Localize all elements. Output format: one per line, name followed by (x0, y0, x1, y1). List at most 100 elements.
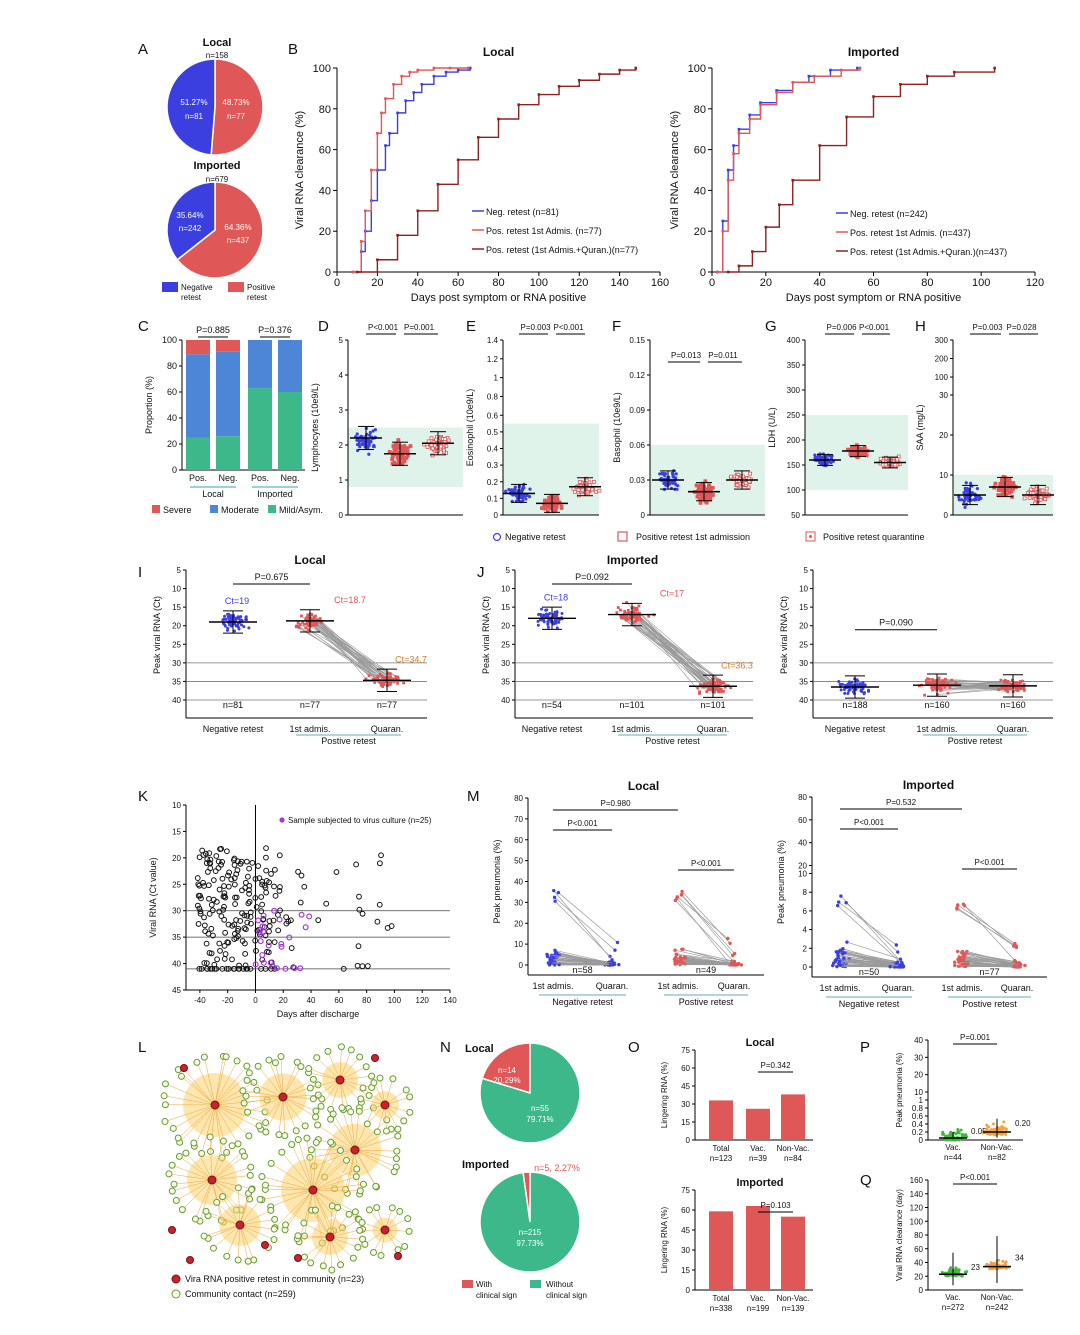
paired-line-M1 (675, 949, 733, 964)
data-point-J1 (638, 612, 641, 615)
tick-label-I: 35 (172, 677, 181, 686)
data-point-k (354, 962, 361, 969)
tick-label-y-k: 10 (172, 801, 181, 810)
data-point-I (235, 616, 239, 620)
data-point-J2 (936, 679, 940, 682)
culture-sample-point-k (291, 965, 298, 972)
tick-label-E: 0.8 (487, 392, 499, 401)
data-point-D (405, 446, 410, 450)
tick-label-G: 50 (791, 511, 800, 520)
chart-title-M2: Imported (903, 778, 954, 792)
culture-sample-point-k (257, 926, 264, 933)
community-contact-node (245, 1132, 253, 1140)
data-point-k (229, 922, 236, 929)
tick-label-x-k: 0 (253, 996, 258, 1005)
community-contact-node (267, 1206, 275, 1214)
data-point-D (402, 444, 407, 448)
panel-label-n: N (440, 1039, 451, 1056)
panel-label-f: F (612, 318, 621, 335)
data-point-J1 (715, 679, 719, 682)
contact-edge (185, 1152, 213, 1181)
chart-title-B2: Imported (848, 45, 899, 59)
data-point-I (388, 677, 392, 680)
pie-a2-n-neg: n=242 (179, 224, 202, 233)
legend-a-pos-swatch (228, 282, 244, 292)
data-point-M2 (835, 903, 840, 908)
data-point-J2 (1021, 679, 1024, 683)
series-point-B1-2 (517, 103, 520, 107)
p-value-G: P=0.006 (826, 323, 857, 332)
tick-label-J1: 30 (501, 659, 510, 668)
community-contact-node (246, 1171, 254, 1179)
tick-label-O2: 60 (681, 1206, 690, 1215)
data-point-k (231, 875, 238, 881)
contact-edge (210, 1104, 216, 1152)
data-point-P (1000, 1127, 1004, 1131)
group-label-c-imported: Imported (257, 489, 293, 499)
data-point-J2 (942, 681, 946, 684)
data-point-D (429, 443, 434, 448)
data-point-k (288, 917, 294, 924)
series-point-B1-1 (351, 270, 355, 274)
series-point-B1-1 (384, 97, 387, 100)
data-point-k (378, 852, 384, 859)
paired-line-J1 (632, 613, 705, 688)
positive-retest-node (350, 1145, 360, 1155)
data-point-k (252, 937, 259, 944)
community-contact-node (349, 1254, 357, 1262)
series-point-B1-2 (577, 78, 581, 82)
n-label-O2: n=139 (782, 1304, 805, 1313)
community-contact-node (402, 1086, 410, 1094)
data-point-J2 (950, 678, 954, 682)
data-point-J2 (1014, 687, 1018, 691)
contact-edge (183, 1068, 216, 1106)
contact-edge (329, 1236, 354, 1259)
tick-label-E: 0 (494, 511, 499, 520)
category-label-M1: 1st admis. (657, 981, 698, 991)
paired-line-I (309, 623, 374, 681)
community-contact-node (281, 1132, 289, 1140)
data-point-J1 (719, 682, 723, 686)
community-contact-node (233, 1057, 241, 1065)
stacked-bar-mildasym (216, 436, 240, 470)
x-label-B1: Days post symptom or RNA positive (411, 292, 586, 304)
pie-n1-label-with: n=14 (498, 1066, 517, 1075)
category-label-O1: Non-Vac. (777, 1144, 810, 1153)
data-point-I (396, 677, 400, 680)
tick-label-O1: 75 (681, 1046, 690, 1055)
data-point-k (263, 889, 270, 896)
category-label-J1: Negative retest (522, 724, 583, 734)
data-point-J1 (560, 612, 564, 616)
series-point-B1-2 (634, 66, 638, 70)
series-point-B2-1 (732, 152, 735, 155)
contact-edge (282, 1096, 316, 1118)
data-point-J1 (637, 604, 641, 608)
data-point-M2 (839, 894, 843, 898)
community-contact-node (358, 1219, 366, 1227)
y-label-D: Lymphocytes (10e9/L) (310, 383, 320, 472)
data-point-J1 (552, 622, 556, 626)
data-point-k (201, 914, 207, 921)
series-point-B2-1 (716, 270, 719, 274)
contact-edge (345, 1149, 356, 1190)
n-label-Q: n=242 (986, 1303, 1009, 1312)
data-point-Q (946, 1274, 950, 1278)
contact-edge (312, 1150, 341, 1191)
x-label-k: Days after discharge (277, 1009, 360, 1019)
data-point-I (314, 614, 317, 618)
pie-a1-label-pos: 48.73% (222, 98, 249, 107)
data-point-J2 (862, 691, 866, 695)
data-point-M1 (549, 953, 554, 958)
panel-label-b: B (288, 41, 298, 58)
data-point-M1 (552, 895, 557, 900)
data-point-P (949, 1130, 953, 1134)
contact-edge (282, 1066, 302, 1098)
contact-edge (214, 1104, 249, 1137)
category-label-O1: Total (713, 1144, 730, 1153)
data-point-k (198, 965, 205, 972)
tick-label-O1: 0 (686, 1136, 691, 1145)
data-point-P (959, 1128, 963, 1132)
tick-label-y-k: 40 (172, 960, 181, 969)
contact-edge (384, 1078, 394, 1106)
contact-edge (274, 1189, 314, 1228)
